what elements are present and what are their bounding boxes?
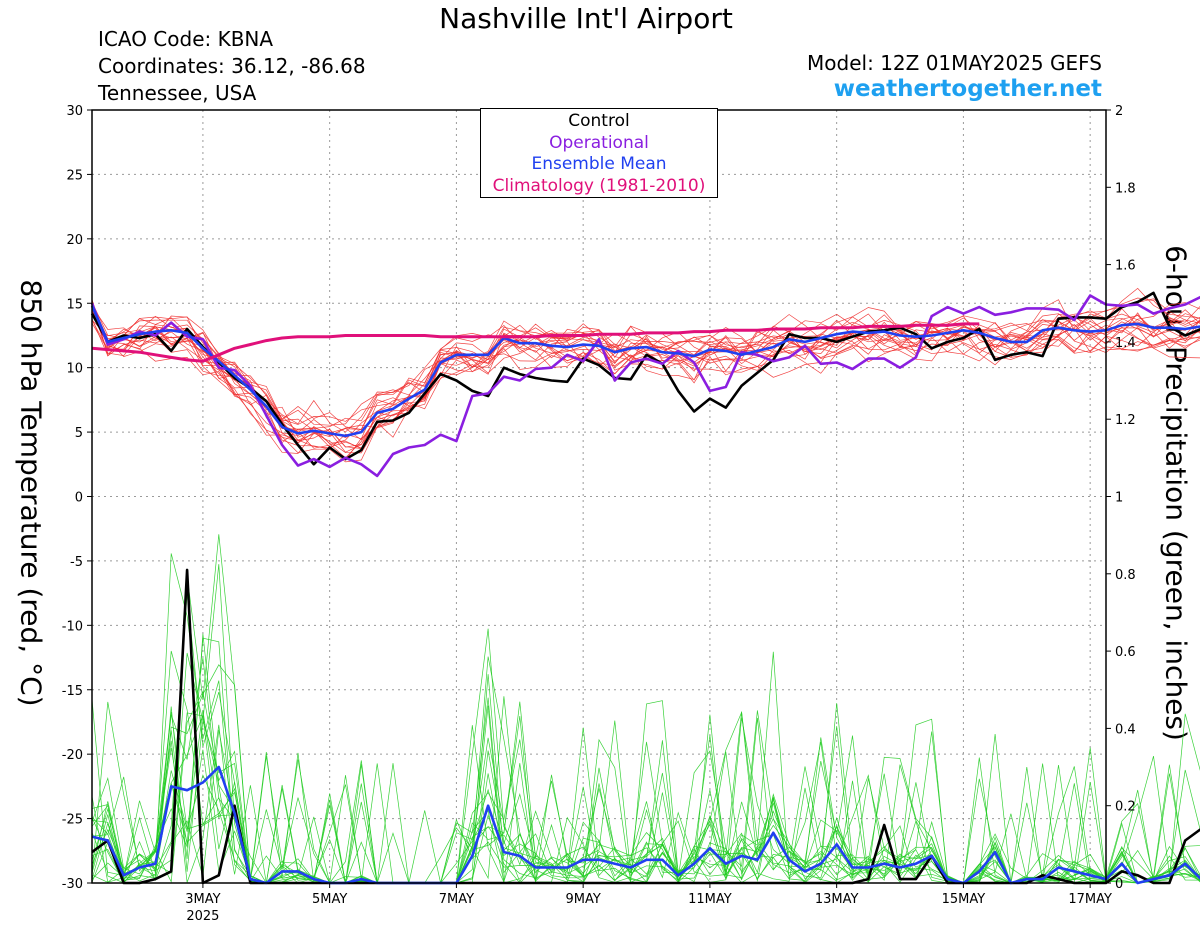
ensemble-precipitation-line xyxy=(91,657,1200,884)
grid xyxy=(92,110,1106,883)
y-tick-label: -10 xyxy=(62,619,83,634)
legend-item-ensemble-mean: Ensemble Mean xyxy=(531,154,667,174)
ensemble-precipitation-line xyxy=(91,712,1200,884)
series-line-temperature-operational xyxy=(90,294,1200,478)
ensemble-temperature-line xyxy=(91,298,1200,426)
ensemble-precipitation-line xyxy=(91,593,1200,884)
y-tick-label: -5 xyxy=(70,555,83,570)
series-line-precipitation-ensemble-mean xyxy=(91,765,1200,885)
x-tick-label: 9MAY xyxy=(566,892,601,907)
x-tick-label: 13MAY xyxy=(815,892,859,907)
ensemble-temperature-line xyxy=(91,304,1200,453)
x-tick-label: 17MAY xyxy=(1068,892,1112,907)
y-tick-label: 5 xyxy=(75,426,83,441)
ensemble-precipitation-line xyxy=(91,637,1200,885)
ensemble-members xyxy=(91,287,1200,885)
site-link[interactable]: weathertogether.net xyxy=(833,76,1102,102)
plot-frame xyxy=(91,109,1107,884)
ensemble-temperature-line xyxy=(91,307,1200,444)
y2-tick-label: 2 xyxy=(1115,104,1123,119)
x-tick-label: 5MAY xyxy=(312,892,347,907)
legend: Control Operational Ensemble Mean Climat… xyxy=(480,108,718,198)
y-tick-label: -25 xyxy=(62,813,83,828)
ensemble-temperature-line xyxy=(91,299,1200,461)
ensemble-precipitation-line xyxy=(91,697,1200,884)
x-tick-label: 7MAY xyxy=(439,892,474,907)
y-tick-label: -20 xyxy=(62,748,83,763)
series-line-temperature-control xyxy=(90,291,1200,466)
ensemble-temperature-line xyxy=(91,306,1200,430)
ensemble-temperature-line xyxy=(91,315,1200,450)
chart-title: Nashville Int'l Airport xyxy=(439,2,733,35)
ensemble-temperature-line xyxy=(91,301,1200,444)
ensemble-precipitation-line xyxy=(91,652,1200,884)
region: Tennessee, USA xyxy=(98,81,257,105)
y2-tick-label: 1.6 xyxy=(1115,259,1136,274)
y-tick-label: 20 xyxy=(66,233,83,248)
icao-code: ICAO Code: KBNA xyxy=(98,27,274,51)
x-tick-label: 15MAY xyxy=(942,892,986,907)
y2-tick-label: 1 xyxy=(1115,491,1123,506)
y2-tick-label: 1.4 xyxy=(1115,336,1136,351)
y2-tick-label: 0.8 xyxy=(1115,568,1136,583)
y-tick-label: 15 xyxy=(66,297,83,312)
ensemble-temperature-line xyxy=(91,302,1200,449)
y-tick-label: 25 xyxy=(66,168,83,183)
y-tick-label: 30 xyxy=(66,104,83,119)
y-tick-label: -30 xyxy=(62,877,83,892)
coordinates: Coordinates: 36.12, -86.68 xyxy=(98,54,366,78)
x-tick-sublabel: 2025 xyxy=(186,909,219,924)
ensemble-temperature-line xyxy=(91,299,1200,449)
y-tick-label: 0 xyxy=(75,491,83,506)
y-tick-label: 10 xyxy=(66,362,83,377)
y-tick-label: -15 xyxy=(62,684,83,699)
series-line-temperature-ensemble-mean xyxy=(90,305,1200,438)
y2-tick-label: 1.8 xyxy=(1115,181,1136,196)
ensemble-temperature-line xyxy=(91,319,1200,459)
y2-tick-label: 0.6 xyxy=(1115,645,1136,660)
y2-tick-label: 0.2 xyxy=(1115,800,1136,815)
y2-tick-label: 1.2 xyxy=(1115,413,1136,428)
model-run: Model: 12Z 01MAY2025 GEFS xyxy=(807,51,1102,75)
axes: 302520151050-5-10-15-20-25-3021.81.61.41… xyxy=(62,104,1136,924)
y2-tick-label: 0.4 xyxy=(1115,722,1136,737)
ensemble-temperature-line xyxy=(91,287,1200,454)
ensemble-temperature-line xyxy=(91,299,1200,431)
legend-item-control: Control xyxy=(568,111,630,131)
x-tick-label: 3MAY xyxy=(185,892,220,907)
y2-tick-label: 0 xyxy=(1115,877,1123,892)
legend-item-operational: Operational xyxy=(549,132,649,153)
series-line-temperature-climatology-1981-2010 xyxy=(91,322,980,363)
x-tick-label: 11MAY xyxy=(688,892,732,907)
ensemble-precipitation-line xyxy=(91,701,1200,884)
ensemble-precipitation-line xyxy=(91,674,1200,884)
series-lines xyxy=(90,291,1200,885)
ensemble-temperature-line xyxy=(91,305,1200,449)
ensemble-precipitation-line xyxy=(91,664,1200,884)
legend-item-climatology: Climatology (1981-2010) xyxy=(492,175,706,196)
ensemble-temperature-line xyxy=(91,305,1200,448)
ensemble-temperature-line xyxy=(91,313,1200,433)
